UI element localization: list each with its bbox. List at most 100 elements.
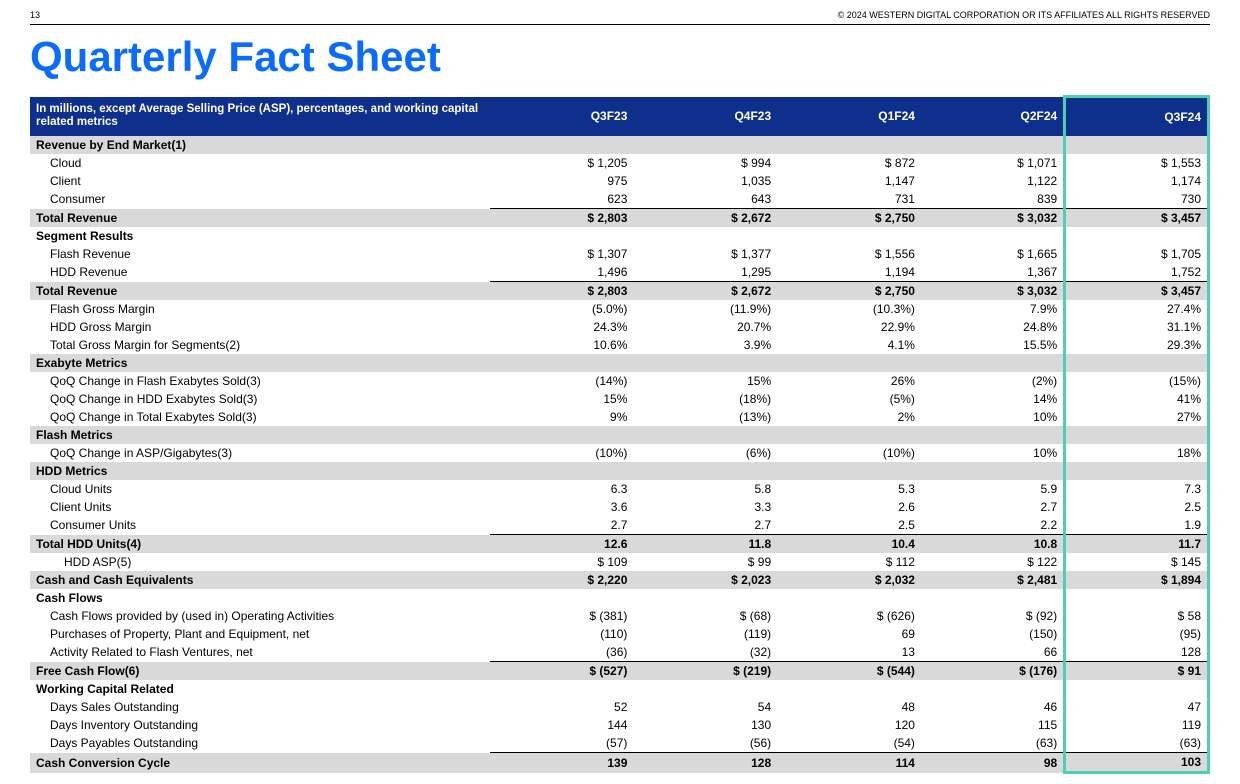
cell: 5.8 xyxy=(633,480,777,498)
cell: (110) xyxy=(490,625,634,643)
row-label: QoQ Change in Flash Exabytes Sold(3) xyxy=(30,372,490,390)
row-label: Flash Gross Margin xyxy=(30,300,490,318)
cell: 24.3% xyxy=(490,318,634,336)
row-label: Total Revenue xyxy=(30,209,490,228)
cell: 20.7% xyxy=(633,318,777,336)
header-note: In millions, except Average Selling Pric… xyxy=(30,97,490,137)
cell-highlight: 128 xyxy=(1065,643,1209,662)
cell: 2.7 xyxy=(490,516,634,535)
cell xyxy=(633,426,777,444)
cell-highlight xyxy=(1065,589,1209,607)
table-row: Client Units3.63.32.62.72.5 xyxy=(30,498,1209,516)
cell: 69 xyxy=(777,625,921,643)
cell: $ 1,205 xyxy=(490,154,634,172)
cell-highlight: $ 1,894 xyxy=(1065,571,1209,589)
cell: 9% xyxy=(490,408,634,426)
cell: 2% xyxy=(777,408,921,426)
cell-highlight: 41% xyxy=(1065,390,1209,408)
table-row: Cash and Cash Equivalents$ 2,220$ 2,023$… xyxy=(30,571,1209,589)
cell: 15% xyxy=(633,372,777,390)
section-row: Exabyte Metrics xyxy=(30,354,1209,372)
cell-highlight: 1,174 xyxy=(1065,172,1209,190)
cell: 14% xyxy=(921,390,1065,408)
cell: 1,035 xyxy=(633,172,777,190)
cell: (54) xyxy=(777,734,921,753)
row-label: Total Gross Margin for Segments(2) xyxy=(30,336,490,354)
row-label: Cash Flows xyxy=(30,589,490,607)
cell xyxy=(777,589,921,607)
cell-highlight: 27.4% xyxy=(1065,300,1209,318)
table-row: Days Inventory Outstanding14413012011511… xyxy=(30,716,1209,734)
top-rule xyxy=(30,24,1210,25)
cell: (63) xyxy=(921,734,1065,753)
cell-highlight: $ 145 xyxy=(1065,553,1209,571)
cell: 10% xyxy=(921,444,1065,462)
cell xyxy=(777,227,921,245)
cell-highlight: (63) xyxy=(1065,734,1209,753)
cell: $ 2,220 xyxy=(490,571,634,589)
cell: (119) xyxy=(633,625,777,643)
cell: $ 1,307 xyxy=(490,245,634,263)
cell: 12.6 xyxy=(490,535,634,554)
cell: 3.6 xyxy=(490,498,634,516)
cell: $ (544) xyxy=(777,662,921,681)
cell: (11.9%) xyxy=(633,300,777,318)
cell: $ (68) xyxy=(633,607,777,625)
cell-highlight: 29.3% xyxy=(1065,336,1209,354)
cell: (5%) xyxy=(777,390,921,408)
cell-highlight: $ 1,553 xyxy=(1065,154,1209,172)
cell: $ 2,803 xyxy=(490,282,634,301)
cell: 22.9% xyxy=(777,318,921,336)
cell xyxy=(490,227,634,245)
cell xyxy=(490,589,634,607)
cell: 1,496 xyxy=(490,263,634,282)
fact-sheet-table: In millions, except Average Selling Pric… xyxy=(30,95,1210,774)
row-label: Cash and Cash Equivalents xyxy=(30,571,490,589)
cell: 1,122 xyxy=(921,172,1065,190)
cell: 114 xyxy=(777,753,921,773)
cell: 1,194 xyxy=(777,263,921,282)
cell: (10.3%) xyxy=(777,300,921,318)
copyright-text: © 2024 WESTERN DIGITAL CORPORATION OR IT… xyxy=(838,10,1210,20)
cell: $ 109 xyxy=(490,553,634,571)
table-row: QoQ Change in ASP/Gigabytes(3)(10%)(6%)(… xyxy=(30,444,1209,462)
col-header-highlight: Q3F24 xyxy=(1065,97,1209,137)
row-label: Segment Results xyxy=(30,227,490,245)
cell: (36) xyxy=(490,643,634,662)
row-label: Days Sales Outstanding xyxy=(30,698,490,716)
section-row: Revenue by End Market(1) xyxy=(30,136,1209,154)
cell: $ 2,023 xyxy=(633,571,777,589)
row-label: HDD Metrics xyxy=(30,462,490,480)
cell: $ 2,032 xyxy=(777,571,921,589)
cell: $ 1,665 xyxy=(921,245,1065,263)
row-label: Cash Conversion Cycle xyxy=(30,753,490,773)
cell: $ 872 xyxy=(777,154,921,172)
cell: 115 xyxy=(921,716,1065,734)
cell xyxy=(921,680,1065,698)
table-row: Consumer Units2.72.72.52.21.9 xyxy=(30,516,1209,535)
cell: 54 xyxy=(633,698,777,716)
cell: 6.3 xyxy=(490,480,634,498)
table-row: Flash Gross Margin(5.0%)(11.9%)(10.3%)7.… xyxy=(30,300,1209,318)
cell xyxy=(921,136,1065,154)
cell xyxy=(921,589,1065,607)
cell: 975 xyxy=(490,172,634,190)
page-header-bar: 13 © 2024 WESTERN DIGITAL CORPORATION OR… xyxy=(30,10,1210,20)
cell xyxy=(777,462,921,480)
cell: 128 xyxy=(633,753,777,773)
cell: $ 1,377 xyxy=(633,245,777,263)
cell: 1,295 xyxy=(633,263,777,282)
cell: $ 994 xyxy=(633,154,777,172)
row-label: HDD Revenue xyxy=(30,263,490,282)
table-row: Total Gross Margin for Segments(2)10.6%3… xyxy=(30,336,1209,354)
table-row: Total HDD Units(4)12.611.810.410.811.7 xyxy=(30,535,1209,554)
cell: $ 2,750 xyxy=(777,209,921,228)
table-row: Total Revenue$ 2,803$ 2,672$ 2,750$ 3,03… xyxy=(30,282,1209,301)
cell: 66 xyxy=(921,643,1065,662)
cell: 643 xyxy=(633,190,777,209)
section-row: HDD Metrics xyxy=(30,462,1209,480)
cell: $ 112 xyxy=(777,553,921,571)
cell: 5.9 xyxy=(921,480,1065,498)
table-row: Days Payables Outstanding(57)(56)(54)(63… xyxy=(30,734,1209,753)
row-label: Client xyxy=(30,172,490,190)
